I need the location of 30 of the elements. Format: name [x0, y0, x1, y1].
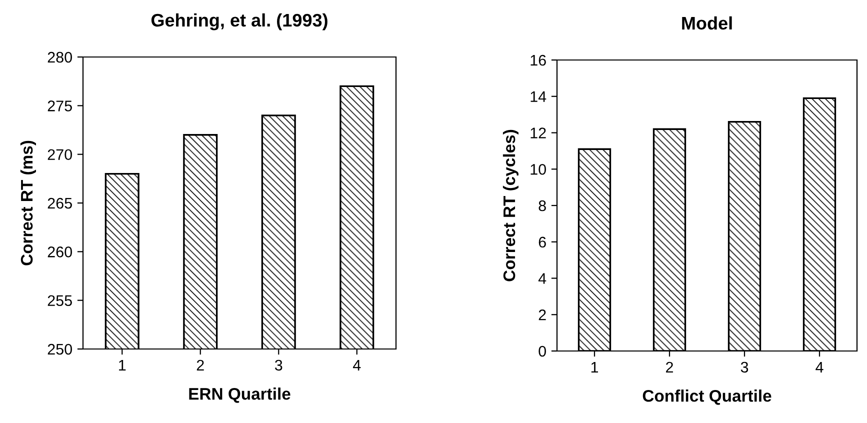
y-tick-label: 255 [48, 295, 72, 306]
x-tick-label: 4 [352, 360, 361, 370]
chart-title: Model [682, 16, 732, 30]
y-axis-title: Correct RT (cycles) [502, 130, 518, 282]
y-tick-label: 275 [48, 100, 72, 112]
chart-title: Gehring, et al. (1993) [151, 13, 328, 30]
y-tick-label: 280 [48, 52, 72, 63]
y-tick-label: 6 [538, 236, 546, 248]
x-tick-label: 2 [666, 362, 673, 372]
y-tick-label: 16 [530, 54, 546, 66]
y-tick-label: 4 [538, 273, 546, 284]
x-tick-label: 4 [816, 362, 824, 372]
y-tick-label: 270 [48, 149, 72, 160]
x-tick-label: 3 [274, 360, 282, 371]
x-axis-title: Conflict Quartile [642, 390, 772, 405]
x-tick-label: 2 [196, 360, 204, 370]
y-tick-label: 250 [48, 344, 72, 355]
x-tick-label: 3 [740, 362, 748, 373]
x-tick-label: 1 [591, 362, 598, 372]
y-tick-label: 0 [538, 346, 546, 357]
y-tick-label: 8 [538, 200, 546, 212]
x-axis-title: ERN Quartile [189, 388, 290, 403]
y-tick-label: 14 [530, 91, 546, 102]
y-tick-label: 10 [530, 164, 546, 175]
y-tick-label: 265 [48, 198, 72, 209]
y-tick-label: 12 [530, 128, 546, 138]
x-tick-label: 1 [119, 360, 126, 370]
y-tick-label: 260 [48, 246, 72, 258]
y-tick-label: 2 [538, 309, 546, 320]
y-axis-title: Correct RT (ms) [20, 140, 36, 266]
